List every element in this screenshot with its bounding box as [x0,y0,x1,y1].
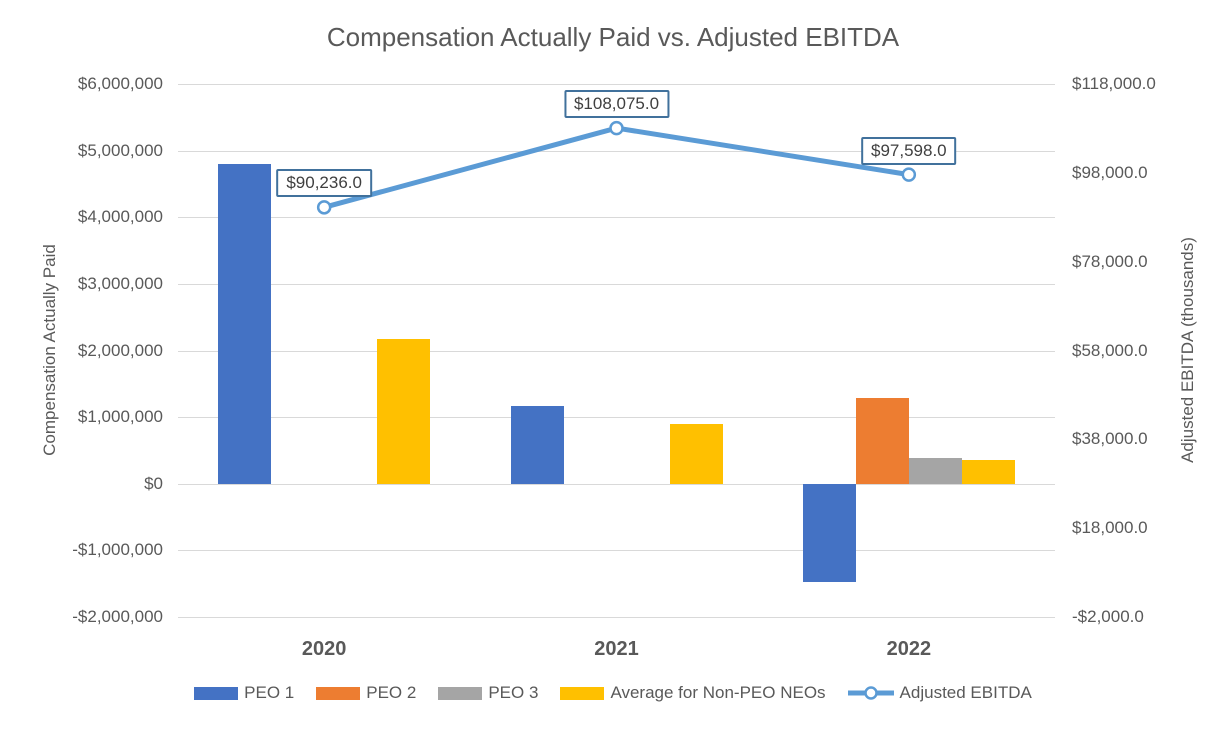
y2-axis-tick-label: $118,000.0 [1072,74,1156,93]
y-axis-tick-label: $1,000,000 [77,407,163,427]
gridline [178,217,1055,219]
chart-title: Compensation Actually Paid vs. Adjusted … [326,22,900,52]
bar-average-for-non-peo-neos-2021 [669,423,723,484]
legend-swatch-peo-1 [194,686,239,700]
legend-swatch-average-for-non-peo-neos [560,686,605,700]
legend-label: PEO 3 [488,683,539,702]
gridline [178,150,1055,152]
legend-item-peo-1: PEO 1 [194,683,294,703]
legend-item-average-for-non-peo-neos: Average for Non-PEO NEOs [560,683,826,703]
y-axis-tick-label: $0 [144,473,163,493]
legend: PEO 1 PEO 2 PEO 3 Average for Non-PEO NEOs A… [0,683,1226,703]
gridline [178,417,1055,419]
bar-peo-3-2022 [908,458,962,484]
gridline [178,350,1055,352]
adjusted-ebitda-marker-2022 [901,167,917,182]
y-axis-tick-label: -$2,000,000 [72,607,163,626]
legend-item-peo-3: PEO 3 [438,683,538,703]
data-label-2021: $108,075.0 [563,90,670,119]
y2-axis-tick-label: $78,000.0 [1072,251,1148,271]
data-label-2022: $97,598.0 [861,136,957,165]
legend-item-adjusted-ebitda: Adjusted EBITDA [847,683,1032,703]
y2-axis-tick-label: $38,000.0 [1072,429,1148,449]
legend-label: PEO 2 [366,683,417,702]
legend-item-peo-2: PEO 2 [316,683,416,703]
y-axis-tick-label: $6,000,000 [77,74,163,93]
legend-label: PEO 1 [244,683,295,702]
bar-peo-1-2022 [802,483,856,583]
y2-axis-tick-label: $98,000.0 [1072,162,1148,182]
bar-peo-1-2021 [510,405,564,484]
y-axis-tick-label: -$1,000,000 [72,540,163,560]
adjusted-ebitda-marker-2020 [316,200,332,215]
x-axis-label-2022: 2022 [886,638,932,660]
x-axis-label-2021: 2021 [594,638,639,660]
y2-axis-tick-label: $18,000.0 [1072,518,1148,538]
y-axis-tick-label: $2,000,000 [77,340,163,360]
bar-peo-2-2022 [855,398,909,484]
legend-label: Average for Non-PEO NEOs [610,683,826,702]
data-label-2020: $90,236.0 [276,169,372,198]
legend-marker-sample [863,686,878,700]
legend-swatch-adjusted-ebitda [847,686,894,700]
y2-axis-tick-label: $58,000.0 [1072,340,1148,360]
bar-average-for-non-peo-neos-2020 [377,338,431,484]
y2-axis-tick-label: -$2,000.0 [1072,607,1144,626]
adjusted-ebitda-marker-2021 [609,120,624,136]
y-axis-tick-label: $4,000,000 [77,207,163,227]
legend-swatch-peo-2 [316,686,361,700]
gridline [178,283,1055,285]
gridline [178,483,1055,485]
bar-peo-1-2020 [218,163,272,484]
adjusted-ebitda-line [323,125,910,210]
y-axis-tick-label: $3,000,000 [77,273,163,293]
legend-label: Adjusted EBITDA [899,683,1032,702]
x-axis-label-2020: 2020 [301,638,347,660]
legend-swatch-peo-3 [438,686,483,700]
gridline [178,84,1055,85]
y-axis-tick-label: $5,000,000 [77,140,163,160]
bar-average-for-non-peo-neos-2022 [961,460,1015,484]
gridline [178,550,1055,552]
gridline [178,617,1055,618]
